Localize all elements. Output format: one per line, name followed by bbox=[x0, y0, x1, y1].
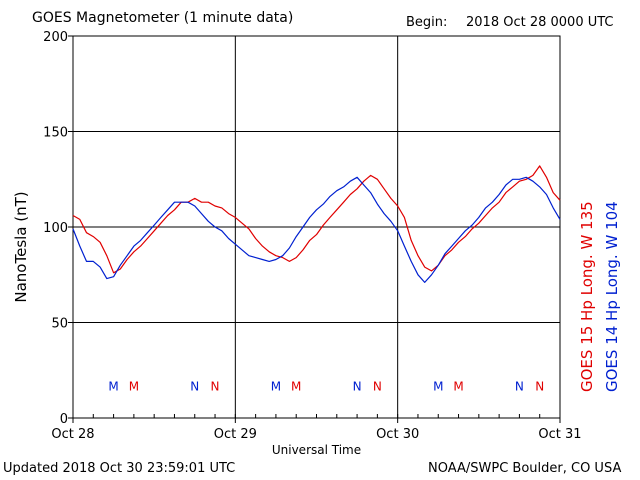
mn-marker: N bbox=[353, 380, 362, 394]
y-tick-label: 150 bbox=[43, 126, 68, 141]
mn-marker: N bbox=[373, 380, 382, 394]
legend-goes15: GOES 15 Hp Long. W 135 bbox=[578, 201, 596, 392]
mn-marker: N bbox=[190, 380, 199, 394]
y-tick-label: 0 bbox=[60, 412, 68, 427]
series-line-goes15 bbox=[72, 165, 561, 274]
mn-marker: M bbox=[433, 380, 443, 394]
begin-value: 2018 Oct 28 0000 UTC bbox=[466, 15, 614, 30]
mn-marker: M bbox=[108, 380, 118, 394]
begin-label: Begin: bbox=[406, 15, 448, 30]
x-axis-label: Universal Time bbox=[272, 443, 361, 457]
series-line-goes14 bbox=[72, 176, 561, 283]
mn-marker: N bbox=[535, 380, 544, 394]
mn-marker: M bbox=[271, 380, 281, 394]
y-tick-label: 100 bbox=[43, 221, 68, 236]
legend-goes14: GOES 14 Hp Long. W 104 bbox=[603, 201, 621, 392]
credit-text: NOAA/SWPC Boulder, CO USA bbox=[428, 461, 622, 476]
mn-marker: N bbox=[515, 380, 524, 394]
mn-marker: M bbox=[453, 380, 463, 394]
mn-marker: M bbox=[129, 380, 139, 394]
updated-timestamp: Updated 2018 Oct 30 23:59:01 UTC bbox=[3, 461, 236, 476]
y-tick-label: 50 bbox=[51, 317, 68, 332]
chart-title: GOES Magnetometer (1 minute data) bbox=[32, 10, 294, 26]
y-axis-label: NanoTesla (nT) bbox=[12, 191, 30, 302]
x-tick-label: Oct 28 bbox=[51, 427, 94, 442]
mn-marker: N bbox=[211, 380, 220, 394]
x-tick-label: Oct 29 bbox=[214, 427, 257, 442]
x-tick-label: Oct 31 bbox=[538, 427, 581, 442]
x-tick-label: Oct 30 bbox=[376, 427, 419, 442]
mn-marker: M bbox=[291, 380, 301, 394]
y-tick-label: 200 bbox=[43, 30, 68, 45]
